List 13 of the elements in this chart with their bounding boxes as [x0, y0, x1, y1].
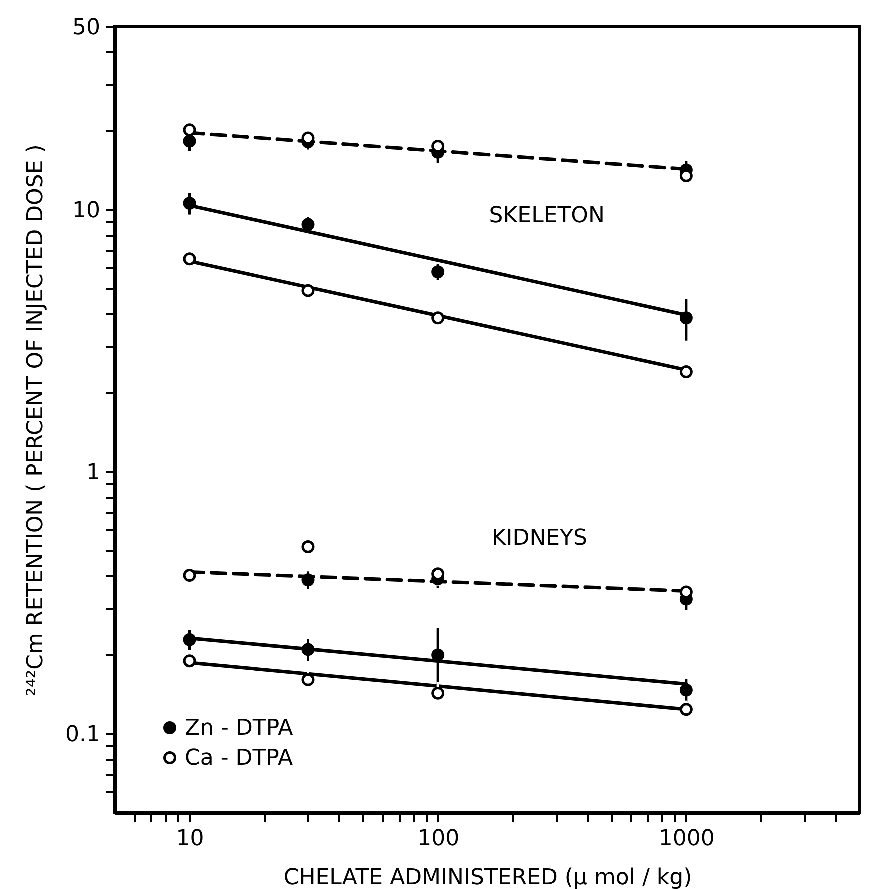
- y-tick-label: 50: [72, 16, 100, 40]
- legend-label: Zn - DTPA: [185, 716, 294, 741]
- y-tick-label: 1: [86, 460, 100, 486]
- x-axis-title: CHELATE ADMINISTERED (μ mol / kg): [284, 866, 692, 889]
- x-tick-label: 10: [176, 826, 204, 852]
- x-tick-label: 100: [418, 826, 460, 852]
- x-tick-label: 1000: [658, 826, 715, 852]
- y-tick-label: 10: [72, 198, 100, 224]
- annotation: SKELETON: [489, 204, 605, 229]
- y-tick-label: 0.1: [66, 722, 100, 748]
- annotation: KIDNEYS: [492, 526, 588, 551]
- y-axis-title: ²⁴²Cm RETENTION ( PERCENT OF INJECTED DOSE ): [24, 144, 49, 696]
- legend-label: Ca - DTPA: [185, 746, 294, 771]
